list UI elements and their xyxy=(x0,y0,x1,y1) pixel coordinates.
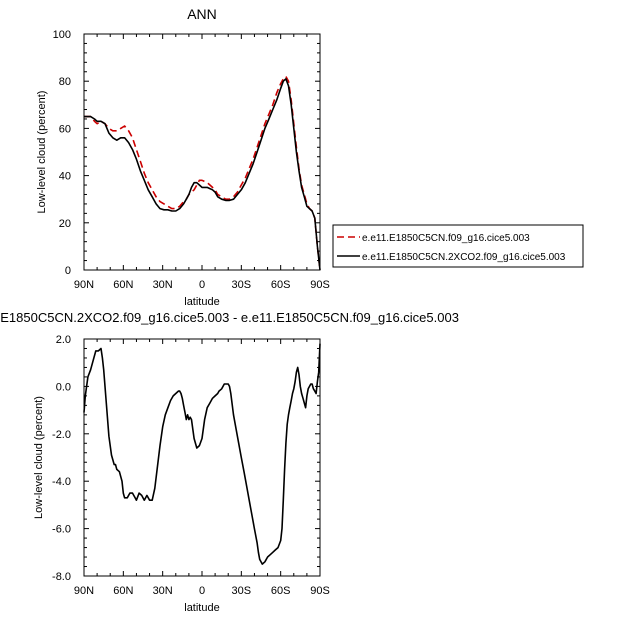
chart2-x-tick-label: 90N xyxy=(74,585,94,597)
chart1-series-1-line xyxy=(84,75,321,271)
chart1-legend-box xyxy=(332,224,584,268)
chart1-legend-label-2: e.e11.E1850C5CN.2XCO2.f09_g16.cice5.003 xyxy=(362,252,566,263)
chart1-x-axis-label: latitude xyxy=(184,296,219,308)
chart1-y-tick-label: 60 xyxy=(59,123,71,135)
chart1-y-tick-label: 100 xyxy=(53,29,71,41)
chart1-y-tick-label: 20 xyxy=(59,218,71,230)
chart2-y-tick-label: -4.0 xyxy=(52,476,71,488)
chart1-y-axis-label: Low-level cloud (percent) xyxy=(36,91,48,214)
chart1-y-tick-label: 0 xyxy=(65,265,71,277)
chart2-x-tick-label: 90S xyxy=(310,585,330,597)
chart2-y-axis-label: Low-level cloud (percent) xyxy=(33,396,45,519)
chart2-y-tick-label: -6.0 xyxy=(52,524,71,536)
chart2-x-tick-label: 30S xyxy=(232,585,252,597)
chart2-x-tick-label: 0 xyxy=(199,585,205,597)
chart2-x-tick-label: 30N xyxy=(153,585,173,597)
chart1-y-tick-label: 40 xyxy=(59,171,71,183)
chart1-x-tick-label: 30N xyxy=(153,279,173,291)
chart2-y-tick-label: -2.0 xyxy=(52,429,71,441)
chart2-x-tick-label: 60S xyxy=(271,585,291,597)
chart1-x-tick-label: 0 xyxy=(199,279,205,291)
chart1-plot-frame xyxy=(83,33,321,271)
chart1-x-tick-label: 60S xyxy=(271,279,291,291)
chart1-y-tick-label: 80 xyxy=(59,76,71,88)
chart2-y-tick-label: -8.0 xyxy=(52,571,71,583)
chart1-series-2-line xyxy=(84,78,321,271)
chart2-title: e.e11.E1850C5CN.2XCO2.f09_g16.cice5.003 … xyxy=(0,310,459,325)
chart1-x-tick-label: 90N xyxy=(74,279,94,291)
chart1-x-tick-label: 30S xyxy=(232,279,252,291)
chart2-x-tick-label: 60N xyxy=(113,585,133,597)
chart2-y-tick-label: 2.0 xyxy=(56,334,71,346)
chart2-series-1-line xyxy=(83,343,321,565)
chart1-x-tick-label: 90S xyxy=(310,279,330,291)
chart1-title: ANN xyxy=(187,6,217,22)
chart2-y-tick-label: 0.0 xyxy=(56,381,71,393)
chart1-legend-label-1: e.e11.E1850C5CN.f09_g16.cice5.003 xyxy=(362,233,530,244)
chart2-x-axis-label: latitude xyxy=(184,602,219,614)
chart1-x-tick-label: 60N xyxy=(113,279,133,291)
